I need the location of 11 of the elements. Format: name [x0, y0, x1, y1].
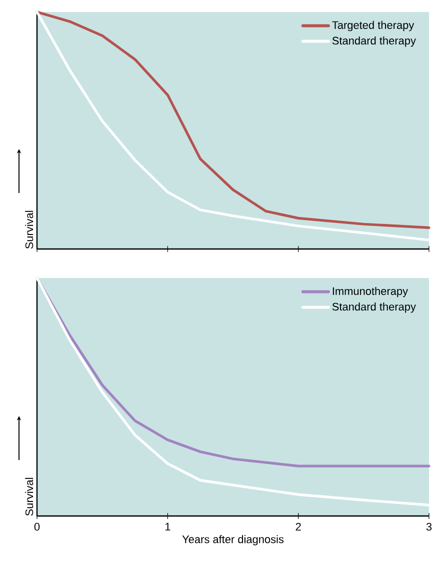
legend-label: Targeted therapy	[332, 20, 414, 32]
legend-label: Standard therapy	[332, 302, 416, 313]
legend-label: Standard therapy	[332, 36, 416, 47]
x-tick-label: 3	[426, 522, 432, 531]
x-tick-label: 0	[34, 522, 40, 531]
x-tick-label: 1	[165, 522, 170, 530]
legend-label: Immunotherapy	[332, 286, 408, 298]
y-axis-title: Survival	[25, 210, 34, 249]
y-axis-title: Survival	[25, 478, 34, 516]
x-axis-title: Years after diagnosis	[182, 535, 284, 546]
x-tick-label: 2	[296, 522, 301, 531]
